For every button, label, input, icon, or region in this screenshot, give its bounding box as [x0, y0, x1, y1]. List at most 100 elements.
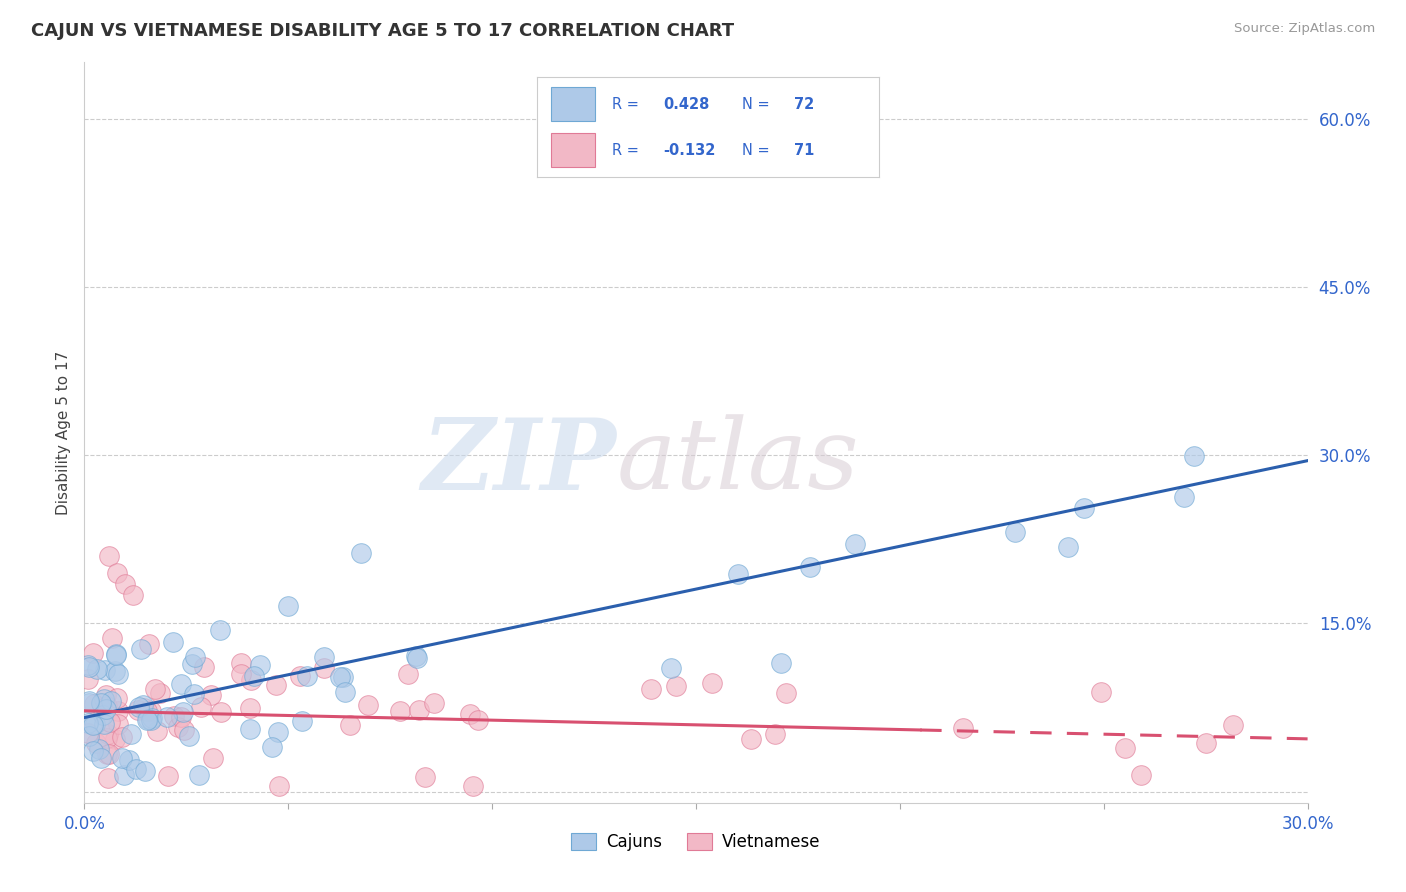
Point — [93, 663, 115, 677]
Point — [202, 751, 225, 765]
Point — [170, 710, 193, 724]
Point — [1222, 717, 1244, 731]
Point — [727, 567, 749, 582]
Point — [173, 723, 195, 737]
Point — [181, 657, 204, 671]
Point — [952, 721, 974, 735]
Text: Source: ZipAtlas.com: Source: ZipAtlas.com — [1234, 22, 1375, 36]
Point — [187, 768, 209, 782]
Point — [83, 698, 105, 712]
Point — [190, 700, 212, 714]
Point — [1073, 500, 1095, 515]
Point — [132, 701, 155, 715]
Point — [266, 678, 288, 692]
Point — [118, 753, 141, 767]
Point — [125, 762, 148, 776]
Point — [96, 731, 118, 745]
Point — [405, 651, 427, 665]
Point — [77, 660, 100, 674]
Point — [100, 694, 122, 708]
Point — [162, 634, 184, 648]
Point — [239, 722, 262, 736]
Point — [110, 730, 132, 744]
Point — [156, 709, 179, 723]
Text: CAJUN VS VIETNAMESE DISABILITY AGE 5 TO 17 CORRELATION CHART: CAJUN VS VIETNAMESE DISABILITY AGE 5 TO … — [31, 22, 734, 40]
Point — [312, 661, 335, 675]
Point — [396, 666, 419, 681]
Point — [139, 704, 162, 718]
Point — [98, 747, 121, 761]
Point — [136, 712, 159, 726]
Point — [77, 726, 100, 740]
Point — [105, 648, 128, 662]
Point — [104, 732, 127, 747]
Point — [350, 546, 373, 560]
Point — [740, 731, 762, 746]
Point — [105, 647, 128, 661]
Point — [136, 704, 159, 718]
Point — [111, 750, 134, 764]
Point — [665, 679, 688, 693]
Point — [104, 664, 127, 678]
Point — [339, 717, 361, 731]
Point — [90, 751, 112, 765]
Point — [179, 729, 201, 743]
Point — [460, 706, 482, 721]
Point — [89, 741, 111, 756]
Point — [1182, 450, 1205, 464]
Point — [413, 771, 436, 785]
Point — [335, 685, 357, 699]
Point — [105, 566, 128, 580]
Point — [775, 686, 797, 700]
Point — [112, 768, 135, 782]
Point — [128, 699, 150, 714]
Point — [77, 673, 100, 687]
Point — [408, 703, 430, 717]
Point — [242, 669, 264, 683]
Text: ZIP: ZIP — [422, 414, 616, 510]
Point — [143, 681, 166, 696]
Point — [1056, 540, 1078, 554]
Point — [114, 577, 136, 591]
Point — [312, 650, 335, 665]
Point — [208, 623, 231, 637]
Point — [77, 694, 100, 708]
Point — [82, 647, 104, 661]
Point — [77, 657, 100, 672]
Point — [146, 724, 169, 739]
Point — [90, 697, 112, 711]
Point — [83, 717, 105, 731]
Point — [277, 599, 299, 614]
Point — [267, 725, 290, 739]
Point — [1114, 740, 1136, 755]
Point — [267, 779, 290, 793]
Point — [706, 151, 728, 165]
Point — [131, 641, 153, 656]
Point — [1173, 490, 1195, 504]
Point — [389, 704, 412, 718]
Point — [77, 696, 100, 710]
Point — [239, 701, 262, 715]
Point — [1129, 768, 1152, 782]
Point — [229, 656, 252, 670]
Point — [1090, 685, 1112, 699]
Point — [135, 713, 157, 727]
Point — [1195, 736, 1218, 750]
Point — [357, 698, 380, 712]
Point — [209, 705, 232, 719]
Point — [229, 666, 252, 681]
Point — [166, 721, 188, 735]
Point — [84, 736, 107, 750]
Point — [163, 709, 186, 723]
Text: atlas: atlas — [616, 415, 859, 510]
Legend: Cajuns, Vietnamese: Cajuns, Vietnamese — [565, 826, 827, 857]
Point — [132, 698, 155, 712]
Point — [329, 670, 352, 684]
Point — [700, 676, 723, 690]
Point — [763, 727, 786, 741]
Point — [77, 730, 100, 744]
Point — [463, 779, 485, 793]
Point — [1004, 525, 1026, 540]
Point — [105, 691, 128, 706]
Point — [183, 687, 205, 701]
